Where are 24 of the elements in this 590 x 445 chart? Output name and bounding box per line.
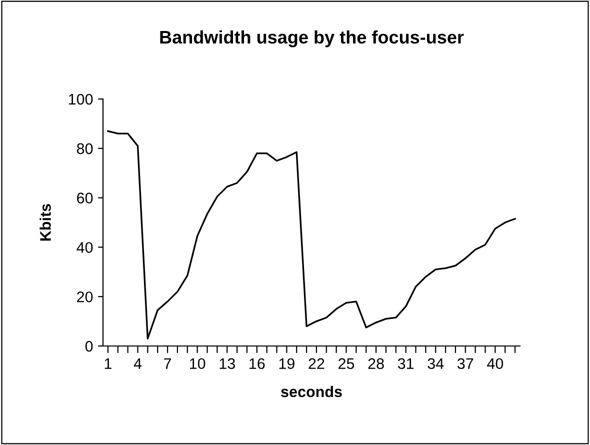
x-tick-label: 1 xyxy=(104,358,112,369)
y-tick-label: 40 xyxy=(76,242,93,253)
y-tick-label: 100 xyxy=(68,94,93,105)
x-tick-label: 13 xyxy=(220,358,235,370)
y-tick-label: 0 xyxy=(85,340,93,352)
x-tick-label: 4 xyxy=(134,358,142,369)
line-series xyxy=(107,130,516,340)
x-axis-title: seconds xyxy=(281,386,342,398)
x-tick-label: 37 xyxy=(457,358,474,370)
y-axis-title: Kbits xyxy=(40,204,51,241)
x-tick-label: 19 xyxy=(279,358,294,370)
y-tick-label: 20 xyxy=(77,291,93,302)
x-tick-label: 22 xyxy=(308,358,324,369)
y-tick-label: 60 xyxy=(77,192,93,204)
x-tick-label: 40 xyxy=(487,358,504,370)
x-tick-label: 7 xyxy=(164,358,172,369)
x-tick-label: 31 xyxy=(398,358,414,370)
chart-title: Bandwidth usage by the focus-user xyxy=(160,30,464,48)
x-tick-label: 16 xyxy=(250,358,265,370)
x-tick-label: 28 xyxy=(368,358,384,370)
y-tick-label: 80 xyxy=(76,143,93,154)
x-tick-label: 10 xyxy=(190,358,206,370)
x-tick-label: 34 xyxy=(428,358,444,370)
x-tick-label: 25 xyxy=(338,358,354,370)
